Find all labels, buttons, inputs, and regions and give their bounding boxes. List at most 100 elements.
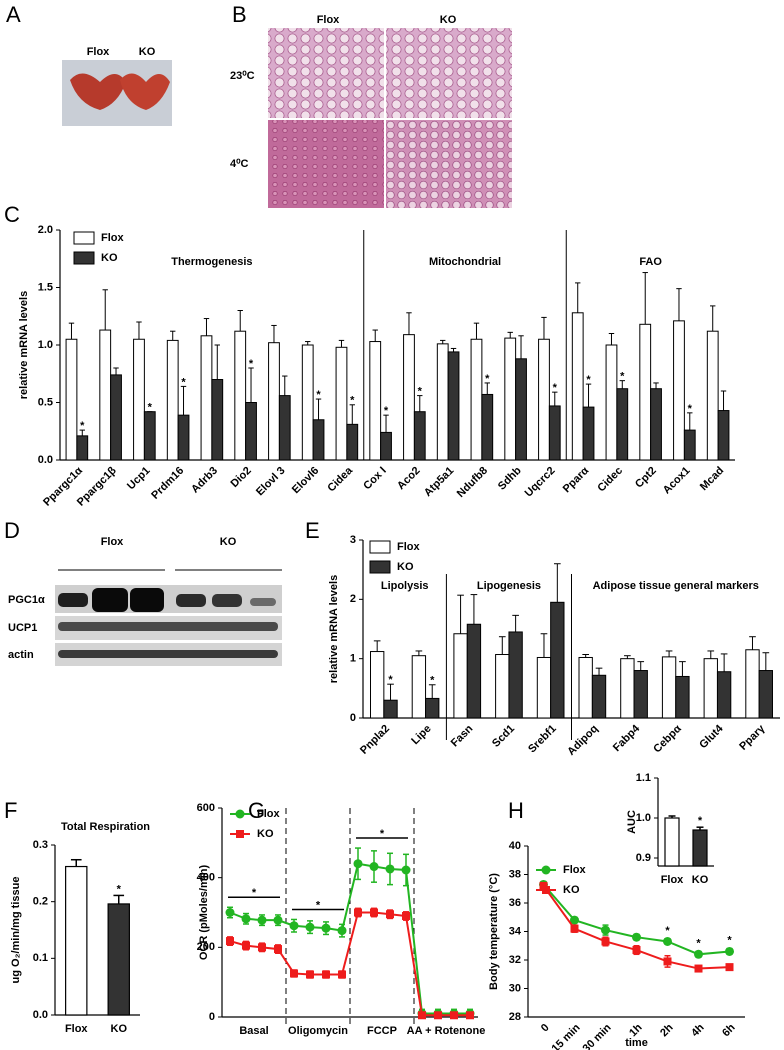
x-tick-label: Prdm16 — [149, 465, 186, 502]
y-tick-label: 1.5 — [38, 281, 53, 293]
point — [601, 925, 610, 935]
bar — [411, 655, 427, 719]
image-label: Flox — [317, 14, 340, 26]
panel-letter: A — [6, 2, 21, 27]
significance-marker: * — [688, 403, 693, 415]
x-tick-label: Adrb3 — [189, 465, 220, 496]
bar — [481, 393, 494, 461]
y-tick-label: 2 — [350, 593, 356, 605]
bar — [639, 323, 652, 461]
point — [306, 970, 314, 979]
bar — [571, 312, 584, 461]
tissue — [70, 73, 126, 110]
western-blot — [55, 585, 282, 666]
x-tick-label: Cebpα — [651, 723, 684, 756]
y-tick-label: 36 — [509, 897, 521, 909]
x-tick-label: Glut4 — [697, 722, 726, 751]
bar — [166, 339, 179, 461]
point — [401, 865, 411, 875]
bar — [673, 320, 685, 461]
bar — [380, 431, 392, 461]
panel-letter: F — [4, 798, 17, 823]
bar — [370, 651, 385, 719]
significance-marker: * — [380, 828, 385, 840]
blot-strip — [55, 585, 282, 613]
blot-row-label: UCP1 — [8, 622, 37, 634]
y-tick-label: 0.1 — [33, 952, 48, 964]
bar — [633, 670, 648, 719]
bar — [413, 411, 426, 461]
significance-marker: * — [148, 402, 153, 414]
bar — [335, 346, 348, 461]
tissue — [120, 73, 170, 110]
significance-marker: * — [696, 937, 701, 949]
significance-marker: * — [698, 815, 703, 827]
x-tick-label: 4h — [689, 1021, 707, 1039]
blot-row-label: actin — [8, 649, 34, 661]
point — [725, 963, 734, 972]
series-line — [229, 911, 470, 1017]
x-tick-label: Pparγ — [737, 722, 768, 753]
blot-band — [212, 594, 242, 607]
bar — [508, 631, 523, 719]
bar — [312, 419, 325, 461]
bar — [605, 344, 618, 461]
x-tick-label: Lipe — [409, 723, 433, 747]
point — [601, 937, 610, 946]
y-tick-label: 0.9 — [636, 852, 651, 864]
bar — [211, 379, 224, 461]
image-label: KO — [139, 46, 156, 58]
x-tick-label: Pnpla2 — [358, 723, 392, 757]
bar — [578, 656, 593, 719]
significance-marker: * — [350, 395, 355, 407]
bar — [107, 903, 130, 1016]
point — [725, 946, 734, 956]
point — [273, 915, 283, 925]
point — [386, 910, 394, 919]
legend-label: KO — [563, 884, 580, 896]
point — [354, 908, 362, 917]
x-tick-label: Adipoq — [565, 723, 600, 758]
y-tick-label: 1.1 — [636, 772, 651, 784]
y-tick-label: 32 — [509, 954, 521, 966]
blot-band — [58, 622, 278, 631]
point — [257, 915, 267, 925]
y-tick-label: 34 — [509, 925, 522, 937]
x-tick-label: Elovl 3 — [254, 465, 288, 499]
significance-marker: * — [665, 925, 670, 937]
point — [322, 970, 330, 979]
bar — [706, 330, 719, 461]
blot-band — [58, 593, 88, 607]
point — [570, 924, 579, 933]
bar — [745, 649, 760, 719]
phase-label: Basal — [239, 1025, 268, 1037]
x-tick-label: Cox I — [361, 465, 389, 493]
y-tick-label: 1.0 — [636, 812, 651, 824]
point — [274, 945, 282, 954]
bar — [582, 406, 595, 461]
significance-marker: * — [117, 883, 122, 895]
x-tick-label: Ucp1 — [125, 465, 153, 493]
histology-image — [386, 28, 512, 118]
x-tick-label: 15 min — [550, 1022, 583, 1050]
legend-label: Flox — [101, 232, 124, 244]
x-tick-label: KO — [692, 874, 709, 886]
bar — [664, 817, 680, 867]
blot-row-label: PGC1α — [8, 594, 45, 606]
y-tick-label: 0.2 — [33, 896, 48, 908]
significance-marker: * — [181, 376, 186, 388]
bar — [65, 338, 78, 461]
point — [632, 946, 641, 955]
x-tick-label: 30 min — [581, 1022, 614, 1050]
legend-swatch — [73, 231, 95, 245]
bar — [515, 358, 527, 461]
blot-band — [250, 598, 276, 606]
group-label: Mitochondrial — [429, 256, 501, 268]
point — [402, 911, 410, 920]
panel-letter: E — [305, 518, 320, 543]
x-tick-label: Elovl6 — [290, 465, 321, 496]
y-axis-label: OCR (pMoles/min) — [198, 865, 210, 961]
point — [290, 969, 298, 978]
x-tick-label: 0 — [539, 1022, 552, 1035]
